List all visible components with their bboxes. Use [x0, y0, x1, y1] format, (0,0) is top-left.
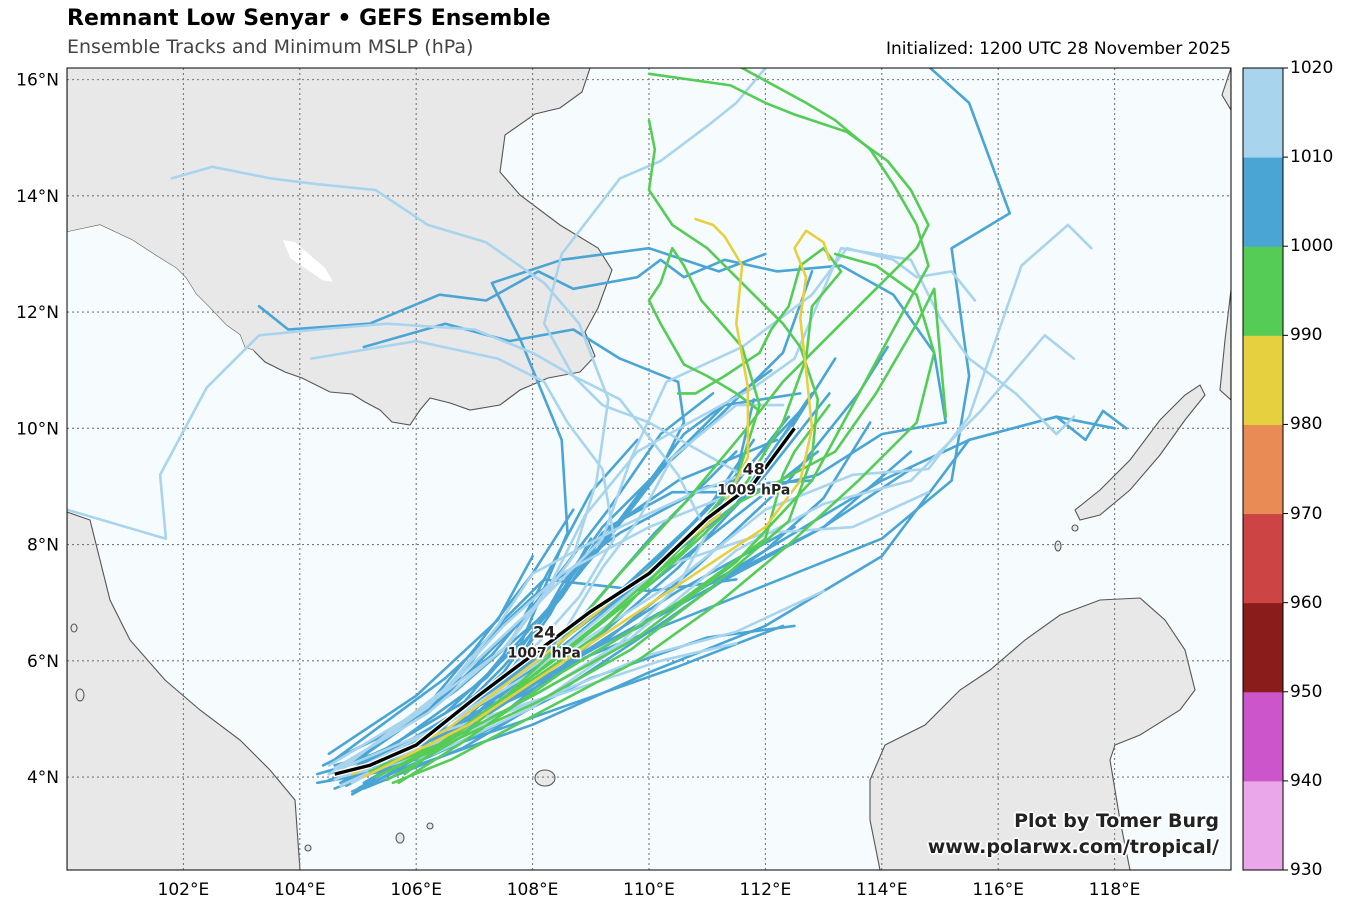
- lon-tick-label: 106°E: [390, 880, 442, 900]
- member-track-41: [67, 322, 744, 776]
- grid: [67, 68, 1231, 870]
- colorbar-segment: [1243, 424, 1283, 515]
- member-track-40: [350, 490, 738, 761]
- member-track-38: [327, 246, 1076, 767]
- member-track-50: [380, 68, 930, 767]
- colorbar-tick-label: 1010: [1290, 147, 1334, 168]
- island: [534, 769, 556, 787]
- lat-tick-label: 4°N: [27, 768, 59, 788]
- gulf-of-thailand: [67, 225, 262, 520]
- init-time-label: Initialized: 1200 UTC 28 November 2025: [886, 39, 1231, 59]
- lon-tick-label: 112°E: [740, 880, 792, 900]
- member-track-52: [391, 252, 936, 785]
- lat-tick-label: 16°N: [16, 71, 59, 91]
- colorbar-segment: [1243, 780, 1283, 871]
- land-philippines: [1219, 68, 1231, 401]
- colorbar-segment: [1243, 246, 1283, 336]
- lon-tick-label: 104°E: [274, 880, 326, 900]
- member-track-31: [327, 246, 767, 776]
- member-track-44: [333, 403, 785, 782]
- lat-tick-label: 6°N: [27, 652, 59, 672]
- colorbar-tick-label: 980: [1290, 414, 1323, 435]
- colorbar-tick-label: 1000: [1290, 236, 1334, 257]
- marker-pressure-label: 1007 hPa: [508, 645, 581, 661]
- lon-tick-label: 118°E: [1089, 880, 1141, 900]
- lat-tick-label: 14°N: [16, 187, 59, 207]
- lake-tonle-sap: [283, 240, 333, 282]
- chart-subtitle: Ensemble Tracks and Minimum MSLP (hPa): [67, 36, 474, 58]
- colorbar-tick-label: 950: [1290, 681, 1323, 702]
- mean-track-line: [334, 427, 796, 776]
- credit-url[interactable]: www.polarwx.com/tropical/: [927, 836, 1219, 858]
- land-layer: [67, 68, 1231, 870]
- marker-pressure-label: 1009 hPa: [717, 483, 790, 499]
- member-track-34: [333, 223, 1093, 773]
- lon-tick-label: 114°E: [856, 880, 908, 900]
- colorbar-segment: [1243, 691, 1283, 782]
- lat-tick-label: 8°N: [27, 536, 59, 556]
- island: [1054, 540, 1062, 552]
- lat-tick-label: 10°N: [16, 419, 59, 439]
- member-track-51: [403, 287, 948, 776]
- member-track-53: [385, 246, 761, 773]
- credit-author: Plot by Tomer Burg: [1014, 810, 1219, 832]
- colorbar-tick-label: 930: [1290, 860, 1323, 880]
- member-track-55: [350, 217, 750, 776]
- island: [1071, 524, 1079, 532]
- island: [395, 832, 405, 844]
- axis-tick-labels: 4°N 6°N 8°N 10°N 12°N 14°N 16°N 102°E 104°E 106°E…: [16, 71, 1140, 900]
- map-frame: [66, 67, 1232, 871]
- member-track-49: [385, 72, 930, 782]
- colorbar: [1242, 67, 1288, 871]
- colorbar-segment: [1243, 335, 1283, 425]
- member-track-54: [374, 119, 820, 779]
- colorbar-tick-label: 960: [1290, 592, 1323, 613]
- member-track-42: [339, 68, 767, 787]
- member-track-56: [362, 229, 831, 779]
- member-track-32: [257, 258, 948, 782]
- colorbar-segment: [1243, 513, 1283, 604]
- colorbar-tick-label: 990: [1290, 325, 1323, 346]
- marker-hour-label: 48: [743, 460, 765, 479]
- island: [70, 623, 78, 633]
- member-track-43: [170, 165, 610, 770]
- lat-tick-label: 12°N: [16, 303, 59, 323]
- member-track-47: [397, 403, 831, 785]
- colorbar-tick-label: 940: [1290, 770, 1323, 791]
- colorbar-tick-label: 970: [1290, 503, 1323, 524]
- colorbar-segment: [1243, 68, 1283, 158]
- land-palawan: [1074, 384, 1206, 521]
- lon-tick-label: 102°E: [158, 880, 210, 900]
- lon-tick-label: 116°E: [972, 880, 1024, 900]
- island: [304, 844, 312, 852]
- island: [75, 688, 85, 702]
- colorbar-segment: [1243, 602, 1283, 693]
- member-track-48: [368, 246, 843, 773]
- land-malay-peninsula: [67, 511, 301, 870]
- island: [426, 822, 434, 830]
- chart-title: Remnant Low Senyar • GEFS Ensemble: [67, 6, 551, 31]
- colorbar-frame: [1242, 67, 1284, 871]
- colorbar-tick-label: 1020: [1290, 58, 1334, 78]
- forecast-hour-markers: 24 1007 hPa 48 1009 hPa: [506, 458, 792, 663]
- lon-tick-label: 108°E: [507, 880, 559, 900]
- lon-tick-label: 110°E: [623, 880, 675, 900]
- colorbar-segment: [1243, 157, 1283, 247]
- mean-track-layer: [333, 426, 797, 778]
- member-track-23: [327, 554, 534, 756]
- marker-hour-label: 24: [533, 622, 555, 641]
- land-borneo: [869, 597, 1196, 870]
